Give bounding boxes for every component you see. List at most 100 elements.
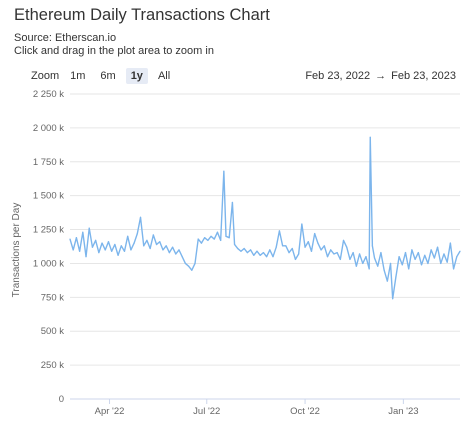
data-point[interactable]	[411, 249, 413, 251]
data-point[interactable]	[430, 249, 432, 251]
data-point[interactable]	[294, 258, 297, 260]
data-point[interactable]	[443, 253, 445, 255]
data-point[interactable]	[386, 280, 388, 282]
data-point[interactable]	[355, 265, 357, 267]
data-point[interactable]	[330, 249, 332, 251]
data-point[interactable]	[191, 269, 193, 271]
data-point[interactable]	[323, 245, 325, 247]
data-point[interactable]	[85, 256, 87, 258]
data-point[interactable]	[373, 257, 376, 259]
data-point[interactable]	[380, 252, 382, 254]
data-point[interactable]	[266, 256, 268, 258]
data-point[interactable]	[72, 249, 74, 251]
data-point[interactable]	[243, 247, 245, 250]
range-from[interactable]: Feb 23, 2022	[305, 70, 371, 82]
data-point[interactable]	[395, 276, 397, 278]
data-point[interactable]	[282, 245, 284, 247]
data-point[interactable]	[452, 268, 455, 270]
data-point[interactable]	[433, 257, 435, 259]
data-point[interactable]	[417, 252, 419, 254]
data-point[interactable]	[149, 247, 151, 250]
data-point[interactable]	[246, 252, 248, 254]
zoom-6m-button[interactable]: 6m	[100, 70, 116, 82]
data-point[interactable]	[114, 243, 116, 246]
data-point[interactable]	[220, 239, 222, 241]
data-point[interactable]	[269, 249, 271, 251]
zoom-1m-button[interactable]: 1m	[70, 70, 86, 82]
data-point[interactable]	[414, 258, 416, 260]
data-point[interactable]	[107, 241, 110, 243]
data-point[interactable]	[298, 253, 300, 255]
data-point[interactable]	[256, 250, 258, 252]
data-point[interactable]	[408, 268, 410, 270]
data-point[interactable]	[249, 249, 252, 251]
data-point[interactable]	[178, 249, 180, 251]
data-point[interactable]	[146, 239, 148, 241]
data-point[interactable]	[75, 237, 78, 239]
data-point[interactable]	[216, 231, 219, 233]
data-point[interactable]	[155, 243, 158, 246]
data-point[interactable]	[210, 235, 212, 237]
data-point[interactable]	[204, 237, 206, 239]
data-point[interactable]	[317, 242, 319, 244]
data-point[interactable]	[159, 241, 161, 243]
data-point[interactable]	[207, 239, 209, 241]
data-point[interactable]	[95, 239, 97, 241]
data-point[interactable]	[446, 261, 448, 263]
data-point[interactable]	[228, 237, 230, 239]
data-point[interactable]	[117, 254, 119, 256]
data-point[interactable]	[127, 235, 129, 237]
data-point[interactable]	[259, 254, 261, 256]
data-point[interactable]	[111, 250, 113, 252]
data-point[interactable]	[213, 238, 215, 240]
data-point[interactable]	[383, 269, 385, 271]
data-point[interactable]	[200, 242, 203, 244]
data-point[interactable]	[368, 268, 370, 270]
data-point[interactable]	[392, 298, 394, 300]
data-point[interactable]	[69, 238, 71, 240]
data-point[interactable]	[349, 258, 351, 260]
data-point[interactable]	[288, 252, 290, 254]
data-point[interactable]	[291, 247, 293, 250]
data-point[interactable]	[82, 231, 84, 233]
data-point[interactable]	[398, 256, 400, 258]
data-point[interactable]	[272, 256, 274, 258]
data-point[interactable]	[225, 235, 227, 237]
data-point[interactable]	[136, 233, 138, 235]
data-point[interactable]	[307, 241, 309, 243]
data-point[interactable]	[188, 265, 190, 267]
data-point[interactable]	[362, 262, 364, 265]
data-point[interactable]	[365, 256, 367, 258]
data-point[interactable]	[139, 216, 142, 218]
data-point[interactable]	[197, 238, 199, 240]
data-point[interactable]	[436, 246, 439, 248]
data-point[interactable]	[275, 246, 277, 248]
data-point[interactable]	[91, 246, 94, 248]
data-point[interactable]	[101, 242, 103, 244]
data-point[interactable]	[240, 250, 242, 252]
data-point[interactable]	[346, 246, 348, 248]
data-point[interactable]	[88, 227, 90, 229]
data-point[interactable]	[278, 230, 281, 232]
data-point[interactable]	[456, 256, 458, 258]
zoom-1y-button[interactable]: 1y	[125, 68, 148, 84]
data-point[interactable]	[237, 247, 239, 250]
data-point[interactable]	[404, 252, 407, 254]
data-point[interactable]	[152, 234, 154, 236]
data-point[interactable]	[181, 256, 183, 258]
data-point[interactable]	[371, 245, 373, 247]
data-point[interactable]	[133, 242, 135, 244]
data-point[interactable]	[424, 254, 426, 256]
data-point[interactable]	[342, 239, 345, 241]
data-point[interactable]	[339, 258, 341, 260]
data-point[interactable]	[285, 245, 287, 247]
data-point[interactable]	[369, 136, 371, 138]
data-point[interactable]	[253, 254, 255, 256]
data-point[interactable]	[352, 252, 354, 254]
data-point[interactable]	[389, 262, 392, 265]
data-point[interactable]	[262, 252, 264, 254]
data-point[interactable]	[401, 264, 403, 266]
data-point[interactable]	[223, 170, 225, 172]
data-point[interactable]	[98, 252, 100, 254]
